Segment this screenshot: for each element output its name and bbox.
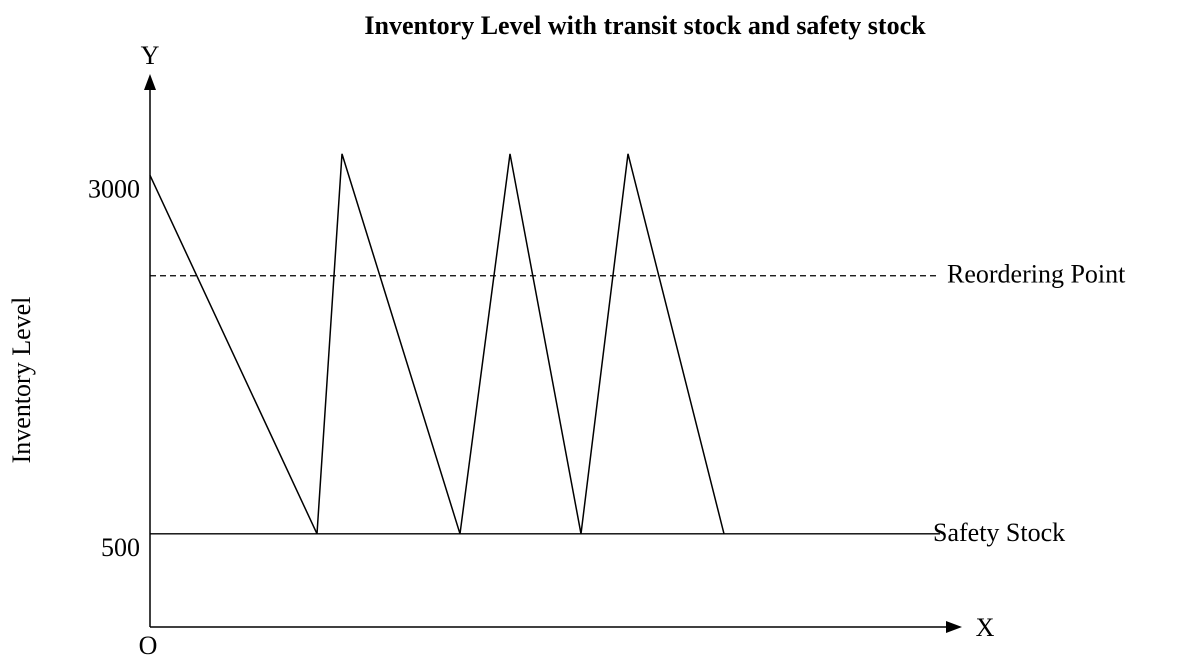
reference-label: Safety Stock	[933, 518, 1065, 547]
x-axis-name: X	[976, 613, 995, 642]
origin-label: O	[139, 631, 158, 660]
x-axis-arrow	[946, 621, 962, 633]
y-axis-label: Inventory Level	[7, 297, 36, 464]
chart-title: Inventory Level with transit stock and s…	[364, 11, 926, 40]
y-tick-label: 3000	[88, 174, 140, 203]
reference-label: Reordering Point	[947, 260, 1126, 289]
y-tick-label: 500	[101, 533, 140, 562]
data-line	[149, 153, 725, 535]
y-axis-name: Y	[141, 41, 160, 70]
y-axis-arrow	[144, 74, 156, 90]
